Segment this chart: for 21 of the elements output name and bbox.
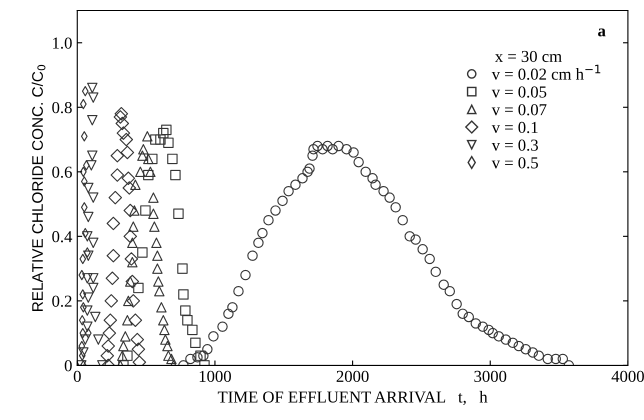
annotation: a [598,28,606,36]
legend-label: v = 0.1 [492,122,538,134]
legend-label: v = 0.3 [492,140,538,151]
y-tick-label: 1.0 [53,37,72,49]
y-axis-title: RELATIVE CHLORIDE CONC. C/C$_{0}$ [32,64,46,311]
legend-label: v = 0.5 [492,157,538,169]
x-tick-label: 3000 [474,370,506,382]
legend-label: v = 0.05 [492,86,546,98]
legend-title: x = 30 cm [494,50,562,62]
y-tick-label: 0.8 [52,102,72,114]
x-tick-label: 2000 [336,370,369,382]
x-tick-label: 4000 [612,370,644,382]
x-tick-label: 0 [74,370,81,382]
y-tick-label: 0 [64,360,72,372]
y-tick-label: 0.6 [52,166,72,178]
legend-label: v = 0.02 cm h$^{−1}$ [492,64,600,80]
legend-label: v = 0.07 [492,104,546,116]
x-tick-label: 1000 [200,370,231,382]
x-axis-title: TIME OF EFFLUENT ARRIVAL t, h [218,390,488,406]
y-tick-label: 0.2 [52,296,72,307]
y-tick-label: 0.4 [52,231,72,242]
